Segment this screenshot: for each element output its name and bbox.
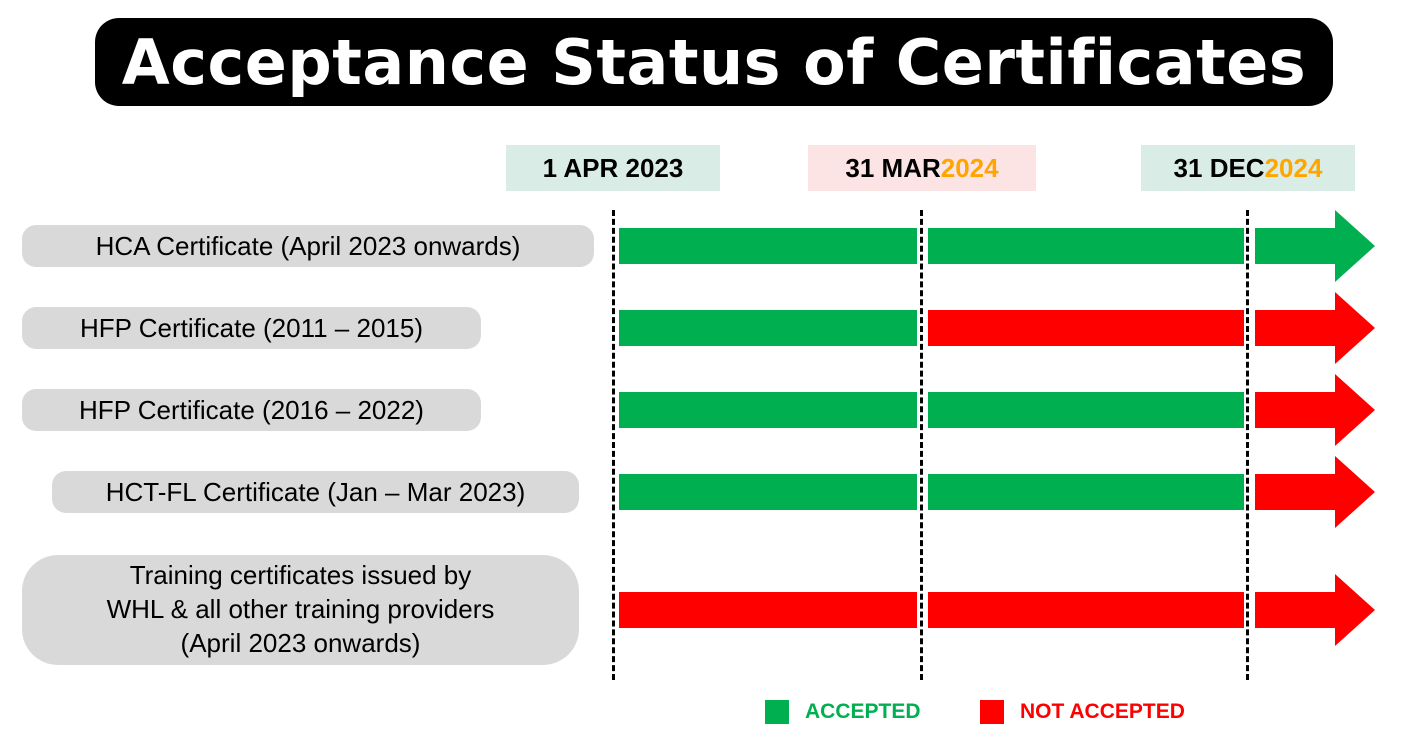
certificate-label: Training certificates issued by WHL & all… <box>22 555 579 665</box>
accepted-swatch <box>765 700 789 724</box>
legend-accepted: ACCEPTED <box>765 700 921 724</box>
not-accepted-swatch <box>980 700 1004 724</box>
status-arrow-not-accepted <box>1255 456 1375 528</box>
status-bar-accepted <box>619 228 917 264</box>
legend-not-accepted: NOT ACCEPTED <box>980 700 1185 724</box>
certificate-label: HFP Certificate (2016 – 2022) <box>22 389 481 431</box>
certificate-label: HCT-FL Certificate (Jan – Mar 2023) <box>52 471 579 513</box>
date-header-2: 31 MAR 2024 <box>808 145 1036 191</box>
status-bar-not-accepted <box>619 592 917 628</box>
status-arrow-not-accepted <box>1255 574 1375 646</box>
legend-not-accepted-label: NOT ACCEPTED <box>1020 700 1185 723</box>
status-bar-accepted <box>928 228 1244 264</box>
page-title: Acceptance Status of Certificates <box>121 25 1307 99</box>
timeline-divider-3 <box>1246 210 1249 680</box>
date-year: 2024 <box>1264 152 1323 183</box>
certificate-label-line: Training certificates issued by <box>129 560 472 591</box>
certificate-label-line: HFP Certificate (2016 – 2022) <box>79 394 424 425</box>
status-bar-accepted <box>619 392 917 428</box>
date-label: 31 MAR <box>845 152 941 183</box>
date-label: 31 DEC <box>1173 152 1265 183</box>
date-label: 1 APR 2023 <box>542 152 684 183</box>
timeline-divider-2 <box>920 210 923 680</box>
certificate-label: HFP Certificate (2011 – 2015) <box>22 307 481 349</box>
status-arrow-accepted <box>1255 210 1375 282</box>
status-bar-accepted <box>619 474 917 510</box>
certificate-label-line: HCT-FL Certificate (Jan – Mar 2023) <box>105 476 526 507</box>
status-bar-accepted <box>928 474 1244 510</box>
legend-accepted-label: ACCEPTED <box>805 700 921 723</box>
status-arrow-not-accepted <box>1255 374 1375 446</box>
timeline-divider-1 <box>612 210 615 680</box>
certificate-label-line: (April 2023 onwards) <box>180 627 421 658</box>
status-bar-not-accepted <box>928 592 1244 628</box>
certificate-label: HCA Certificate (April 2023 onwards) <box>22 225 594 267</box>
date-header-3: 31 DEC 2024 <box>1141 145 1355 191</box>
certificate-label-line: HFP Certificate (2011 – 2015) <box>80 312 423 343</box>
status-bar-accepted <box>619 310 917 346</box>
date-year: 2024 <box>940 152 999 183</box>
status-bar-accepted <box>928 392 1244 428</box>
date-header-1: 1 APR 2023 <box>506 145 720 191</box>
status-arrow-not-accepted <box>1255 292 1375 364</box>
certificate-label-line: HCA Certificate (April 2023 onwards) <box>95 230 521 261</box>
title-banner: Acceptance Status of Certificates <box>95 18 1333 106</box>
certificate-label-line: WHL & all other training providers <box>106 594 495 625</box>
status-bar-not-accepted <box>928 310 1244 346</box>
